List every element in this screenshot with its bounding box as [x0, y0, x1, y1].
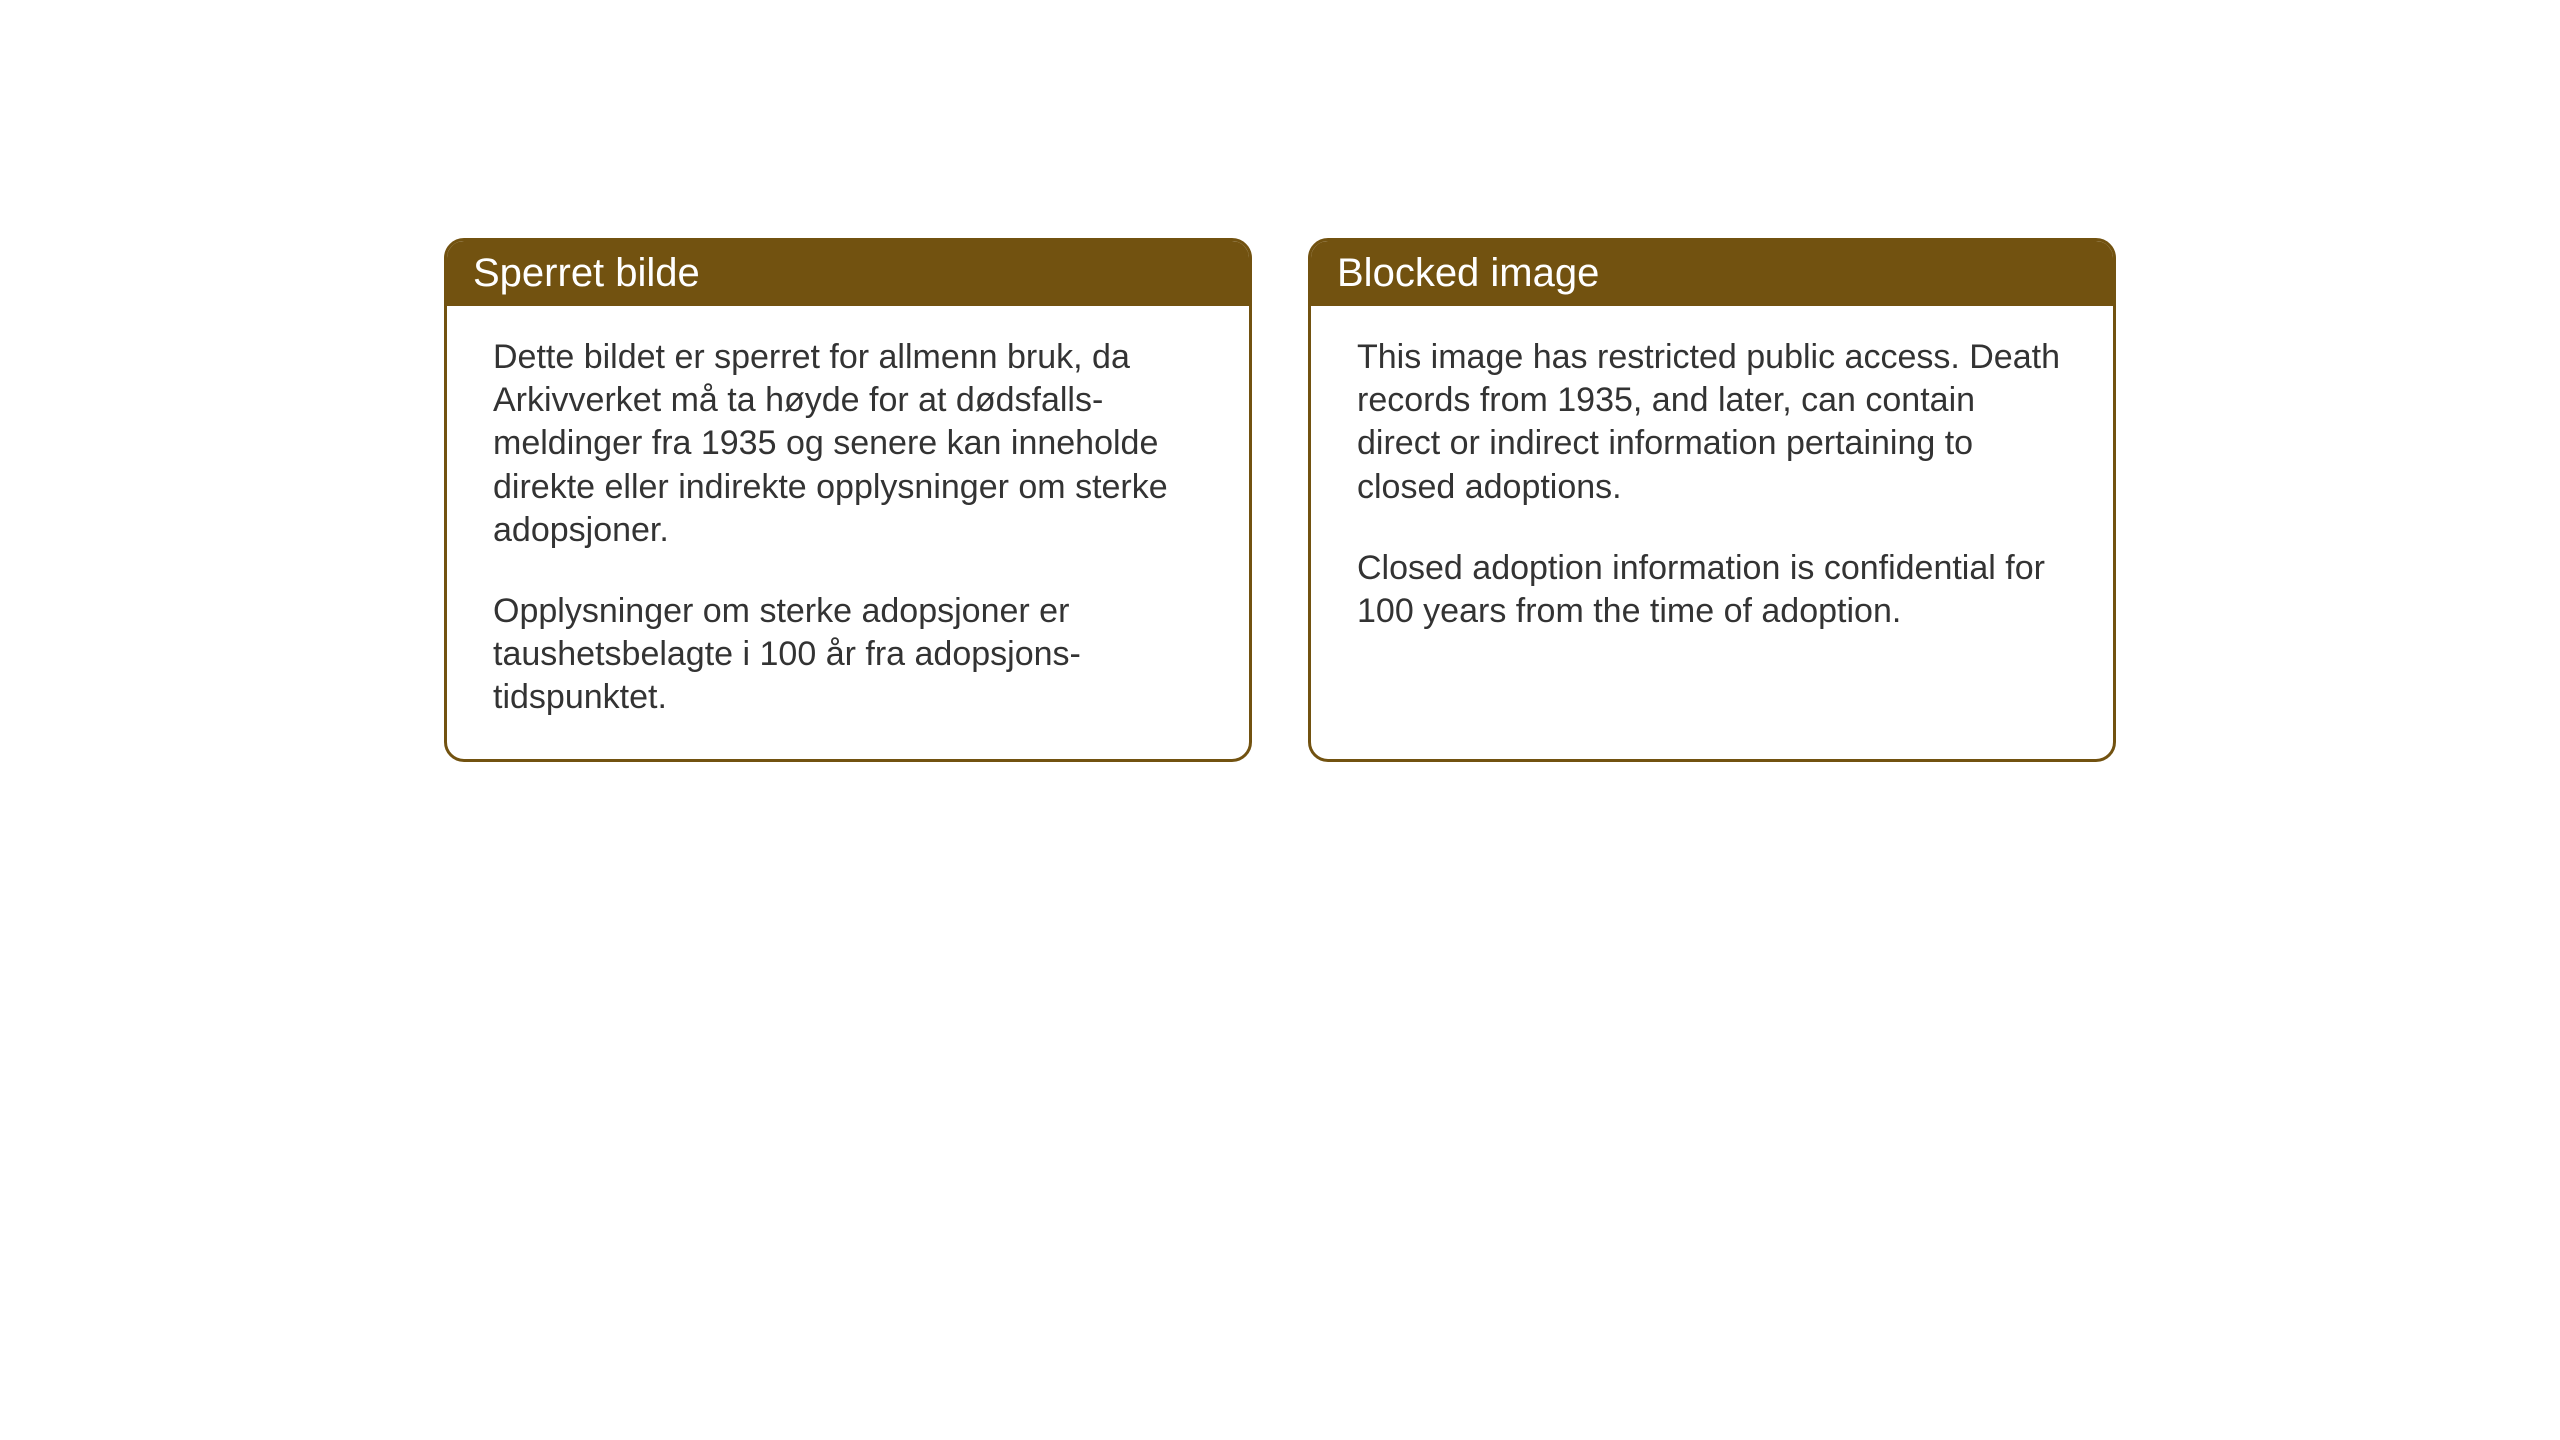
- notice-cards-container: Sperret bilde Dette bildet er sperret fo…: [444, 238, 2116, 762]
- paragraph-2-norwegian: Opplysninger om sterke adopsjoner er tau…: [493, 590, 1203, 720]
- paragraph-2-english: Closed adoption information is confident…: [1357, 547, 2067, 633]
- paragraph-1-english: This image has restricted public access.…: [1357, 336, 2067, 509]
- card-body-norwegian: Dette bildet er sperret for allmenn bruk…: [447, 306, 1249, 759]
- notice-card-english: Blocked image This image has restricted …: [1308, 238, 2116, 762]
- notice-card-norwegian: Sperret bilde Dette bildet er sperret fo…: [444, 238, 1252, 762]
- card-body-english: This image has restricted public access.…: [1311, 306, 2113, 673]
- card-title-norwegian: Sperret bilde: [447, 241, 1249, 306]
- paragraph-1-norwegian: Dette bildet er sperret for allmenn bruk…: [493, 336, 1203, 552]
- card-title-english: Blocked image: [1311, 241, 2113, 306]
